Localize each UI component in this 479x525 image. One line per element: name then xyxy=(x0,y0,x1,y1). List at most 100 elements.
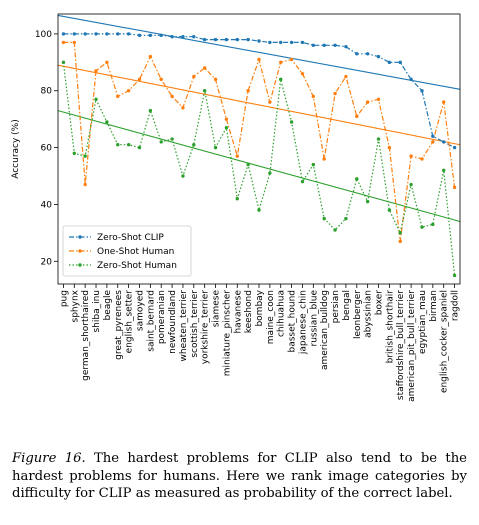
zero-shot-clip-point xyxy=(246,37,250,42)
x-tick-label: shiba_inu xyxy=(92,290,102,333)
x-tick-label: beagle xyxy=(103,290,113,321)
zero-shot-human-point xyxy=(376,137,381,141)
zero-shot-clip-point xyxy=(322,43,326,47)
zero-shot-clip-point xyxy=(83,32,87,36)
x-tick-label: bengal xyxy=(342,290,352,321)
zero-shot-clip-point xyxy=(279,40,283,45)
zero-shot-clip-trend-line xyxy=(57,14,461,90)
one-shot-human-point xyxy=(442,100,446,104)
zero-shot-clip-point xyxy=(409,77,413,82)
zero-shot-human-point xyxy=(159,140,163,144)
one-shot-human-point xyxy=(61,40,66,45)
one-shot-human-point xyxy=(409,154,413,158)
zero-shot-human-point xyxy=(246,162,250,167)
zero-shot-human-point xyxy=(333,228,337,232)
x-tick-label: scottish_terrier xyxy=(190,290,200,358)
zero-shot-human-point xyxy=(116,143,120,147)
zero-shot-clip-point xyxy=(61,32,66,36)
one-shot-human-point xyxy=(224,117,229,121)
zero-shot-human-point xyxy=(126,143,131,147)
zero-shot-human-point xyxy=(213,145,218,150)
zero-shot-clip-point xyxy=(333,43,337,47)
x-tick-label: boxer xyxy=(375,290,385,316)
x-tick-label: egyptian_mau xyxy=(418,290,428,354)
zero-shot-clip-point xyxy=(202,37,207,42)
one-shot-human-point xyxy=(192,74,196,79)
zero-shot-human-point xyxy=(170,137,174,141)
x-tick-label: pomeranian xyxy=(157,290,167,344)
one-shot-human-point xyxy=(300,71,305,76)
x-tick-label: german_shorthaired xyxy=(81,290,91,381)
one-shot-human-point xyxy=(279,60,283,65)
x-tick-label: persian xyxy=(331,290,341,323)
one-shot-human-point xyxy=(116,94,120,99)
one-shot-human-point xyxy=(311,94,316,99)
zero-shot-human-point xyxy=(431,222,435,227)
zero-shot-human-point xyxy=(105,120,109,124)
zero-shot-human-point xyxy=(202,89,207,93)
one-shot-human-legend-marker xyxy=(78,249,82,253)
zero-shot-clip-point xyxy=(94,32,98,36)
one-shot-human-point xyxy=(376,97,381,101)
x-tick-label: american_pit_bull_terrier xyxy=(407,290,417,402)
figure-caption: Figure 16. The hardest problems for CLIP… xyxy=(12,450,467,503)
y-tick-label: 80 xyxy=(41,87,53,97)
zero-shot-clip-point xyxy=(126,32,131,36)
y-tick-label: 20 xyxy=(41,257,53,267)
x-tick-label: british_shorthair xyxy=(385,290,395,364)
zero-shot-human-point xyxy=(344,216,348,221)
zero-shot-clip-point xyxy=(365,52,370,56)
zero-shot-clip-point xyxy=(235,37,239,42)
x-tick-label: samoyed xyxy=(135,290,145,331)
x-tick-label: maine_coon xyxy=(266,290,276,344)
x-tick-label: wheaten_terrier xyxy=(179,290,189,362)
one-shot-human-point xyxy=(257,57,261,62)
one-shot-human-point xyxy=(431,140,435,144)
one-shot-human-point xyxy=(137,77,142,82)
zero-shot-human-point xyxy=(224,125,229,130)
y-tick-label: 40 xyxy=(41,200,53,210)
x-tick-label: siamese xyxy=(212,290,222,328)
one-shot-human-point xyxy=(170,94,174,99)
one-shot-human-legend-label: One-Shot Human xyxy=(97,247,174,257)
zero-shot-human-legend-marker xyxy=(78,263,82,267)
one-shot-human-point xyxy=(105,60,109,65)
one-shot-human-point xyxy=(83,182,87,187)
zero-shot-clip-point xyxy=(452,145,457,150)
one-shot-human-point xyxy=(246,89,250,93)
zero-shot-human-point xyxy=(72,151,76,155)
zero-shot-clip-point xyxy=(105,32,109,36)
zero-shot-human-point xyxy=(137,145,142,150)
one-shot-human-point xyxy=(159,77,163,82)
one-shot-human-point xyxy=(202,66,207,70)
zero-shot-clip-point xyxy=(376,54,381,59)
zero-shot-human-point xyxy=(83,154,87,158)
trend-lines xyxy=(57,14,461,223)
zero-shot-human-point xyxy=(409,182,413,187)
zero-shot-human-point xyxy=(235,197,239,201)
y-axis-label: Accuracy (%) xyxy=(11,119,21,179)
zero-shot-human-point xyxy=(192,143,196,147)
series-markers xyxy=(61,32,457,278)
zero-shot-clip-point xyxy=(72,32,76,36)
one-shot-human-point xyxy=(181,106,185,110)
x-tick-label: russian_blue xyxy=(309,290,319,347)
zero-shot-clip-point xyxy=(268,40,272,45)
x-tick-label: great_pyrenees xyxy=(114,290,124,360)
one-shot-human-point xyxy=(420,157,424,161)
zero-shot-clip-point xyxy=(344,44,348,49)
zero-shot-human-point xyxy=(398,231,402,235)
zero-shot-human-legend-label: Zero-Shot Human xyxy=(97,261,177,271)
zero-shot-human-point xyxy=(289,120,294,124)
one-shot-human-point xyxy=(213,77,218,82)
legend: Zero-Shot CLIP One-Shot Human Zero-Shot Hu… xyxy=(62,225,192,277)
x-axis-ticks: pug sphynx german_shorthaired shiba_inu beag… xyxy=(59,284,461,402)
zero-shot-clip-point xyxy=(116,32,120,36)
zero-shot-clip-point xyxy=(257,39,261,43)
zero-shot-clip-point xyxy=(398,60,402,65)
figure-label: Figure 16. xyxy=(12,451,86,466)
zero-shot-clip-point xyxy=(137,33,142,38)
zero-shot-clip-point xyxy=(181,35,185,39)
x-tick-label: saint_bernard xyxy=(146,290,156,352)
